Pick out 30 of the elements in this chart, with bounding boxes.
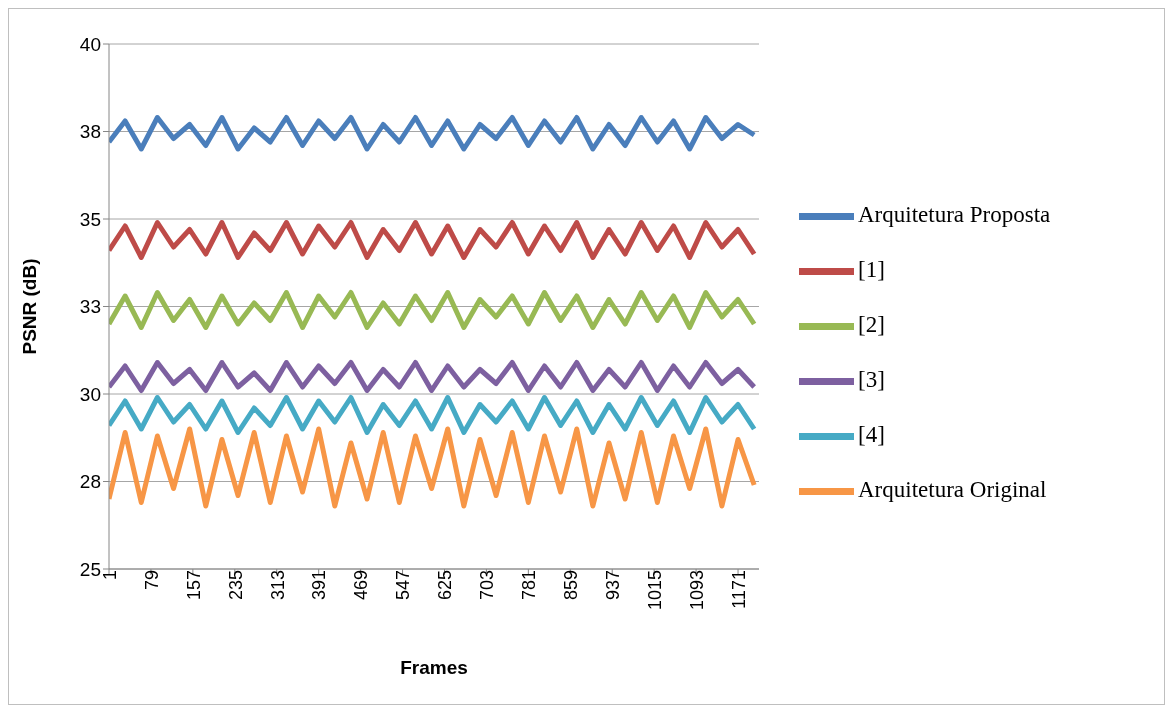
x-tick-label: 235 [225, 570, 246, 601]
legend-label: [1] [858, 256, 885, 282]
x-tick-label: 625 [435, 570, 456, 601]
x-tick-label: 313 [267, 570, 288, 601]
x-tick-label: 547 [393, 570, 414, 601]
x-tick-label: 157 [183, 570, 204, 601]
x-tick-label: 1171 [728, 570, 749, 609]
x-tick-label: 469 [351, 570, 372, 601]
y-tick-label: 30 [79, 383, 101, 405]
legend-label: Arquitetura Proposta [858, 201, 1051, 227]
y-tick-label: 25 [79, 558, 101, 580]
x-axis-title: Frames [400, 657, 468, 678]
x-tick-label: 937 [603, 570, 624, 601]
x-tick-label: 703 [477, 570, 498, 601]
y-axis-title: PSNR (dB) [18, 258, 40, 355]
x-tick-label: 1093 [686, 570, 707, 611]
legend-label: [4] [858, 421, 885, 447]
y-tick-label: 38 [79, 121, 101, 143]
x-tick-label: 781 [519, 570, 540, 601]
x-tick-label: 859 [561, 570, 582, 601]
y-tick-label: 28 [79, 471, 101, 493]
y-tick-label: 35 [79, 208, 101, 230]
y-tick-label: 33 [79, 296, 101, 318]
x-tick-label: 391 [309, 570, 330, 601]
y-tick-label: 40 [79, 33, 101, 55]
x-tick-label: 79 [141, 570, 162, 591]
x-tick-label: 1015 [644, 570, 665, 611]
legend-label: Arquitetura Original [858, 476, 1047, 502]
legend-label: [2] [858, 311, 885, 337]
legend-label: [3] [858, 366, 885, 392]
